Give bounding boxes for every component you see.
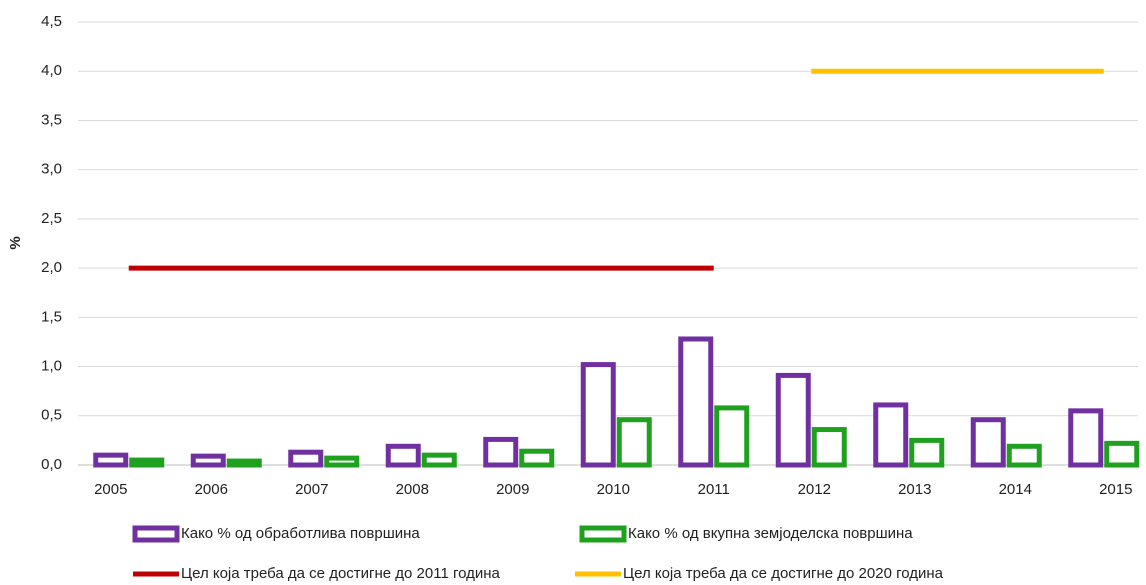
x-tick-label: 2008 [396,481,429,498]
x-tick-label: 2007 [295,481,328,498]
bar [190,453,226,468]
bar [1104,440,1140,468]
y-tick-label: 3,0 [41,161,62,178]
y-tick-label: 4,0 [41,62,62,79]
x-tick-label: 2013 [898,481,931,498]
x-tick-label: 2005 [94,481,127,498]
bar [483,436,519,468]
bar [1068,408,1104,468]
x-tick-label: 2012 [798,481,831,498]
x-tick-label: 2014 [999,481,1032,498]
legend-label: Како % од обработлива површина [181,525,420,542]
y-tick-label: 2,5 [41,210,62,227]
bar [873,402,909,468]
bar [93,452,129,468]
y-tick-label: 1,5 [41,308,62,325]
y-tick-label: 1,0 [41,358,62,375]
bar [811,427,847,468]
bar [970,417,1006,468]
y-axis-label: % [7,236,24,249]
y-tick-label: 2,0 [41,259,62,276]
bar [519,448,555,468]
bar [421,452,457,468]
x-tick-label: 2015 [1099,481,1132,498]
bar [1006,443,1042,468]
bar [580,362,616,468]
legend-marker [132,525,180,543]
y-tick-label: 4,5 [41,13,62,30]
legend-marker [579,525,627,543]
legend-label: Цел која треба да се достигне до 2011 го… [181,565,501,582]
legend-label: Цел која треба да се достигне до 2020 го… [623,565,944,582]
bar [714,405,750,468]
y-tick-label: 0,0 [41,456,62,473]
y-tick-label: 3,5 [41,111,62,128]
bar [288,449,324,468]
y-tick-label: 0,5 [41,407,62,424]
bar [385,443,421,468]
bar [324,455,360,468]
legend-label: Како % од вкупна земјоделска површина [628,525,913,542]
x-tick-label: 2009 [496,481,529,498]
bar [775,372,811,468]
x-tick-label: 2011 [698,481,730,498]
bar [678,336,714,468]
x-tick-label: 2010 [597,481,630,498]
bar [129,457,165,468]
x-tick-label: 2006 [195,481,228,498]
bar [616,417,652,468]
bar [909,437,945,468]
bar [226,458,262,468]
